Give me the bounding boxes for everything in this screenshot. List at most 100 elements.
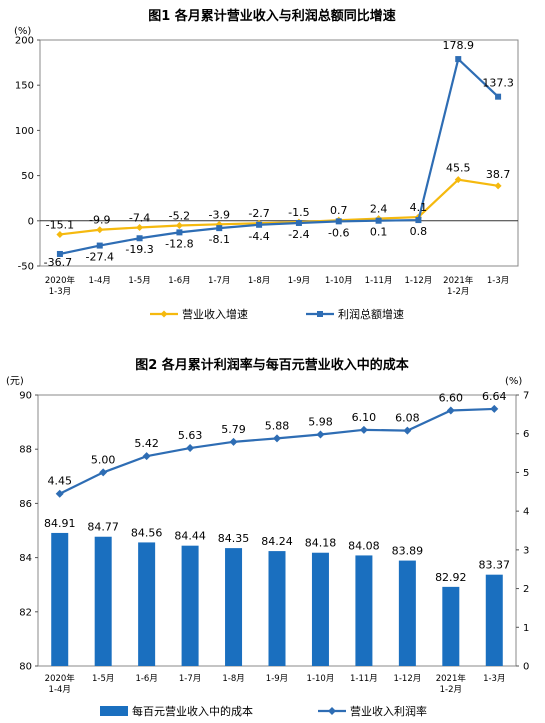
chart-2-cost-data-label: 84.91 (44, 517, 76, 530)
chart-2-cost-data-label: 84.56 (131, 526, 163, 539)
chart-1-revenue-data-label: -9.9 (89, 214, 110, 227)
chart-2-x-tick-label: 2021年 1-2月 (436, 673, 467, 695)
chart-2-cost-data-label: 84.44 (174, 530, 206, 543)
chart-2-margin-data-label: 5.42 (134, 437, 159, 450)
chart-1-x-tick-label: 1-11月 (365, 276, 393, 286)
chart-2-cost-bar (225, 548, 243, 666)
chart-2-cost-bar (51, 532, 69, 666)
chart-2-margin-point (403, 426, 412, 435)
chart-2-margin-point (273, 434, 281, 443)
chart-1-y-tick-label: 50 (21, 171, 34, 182)
chart-1-profit-data-label: -4.4 (248, 230, 269, 243)
chart-1-profit-point (335, 218, 342, 225)
chart-2-margin-point (316, 430, 325, 439)
chart-2-margin-data-label: 5.98 (308, 415, 333, 428)
chart-1-profit-data-label: 178.9 (443, 39, 475, 52)
chart-2-margin-data-label: 5.79 (221, 423, 246, 436)
chart-1-profit-point (256, 221, 263, 228)
chart-1-revenue-data-label: -5.2 (169, 210, 190, 223)
chart-2-margin-point (142, 452, 151, 461)
chart-2-margin-point (229, 437, 238, 446)
chart-1-x-tick-label: 1-4月 (89, 276, 111, 286)
chart-2-cost-data-label: 82.92 (435, 571, 467, 584)
chart-1-profit-data-label: 0.8 (410, 225, 428, 238)
chart-1-profit-data-label: 0.1 (370, 226, 388, 239)
chart-2-y-left-tick-label: 80 (19, 662, 32, 673)
chart-1-revenue-profit-growth: 图1 各月累计营业收入与利润总额同比增速 (%) -50 0 50 100 150 200 20… (14, 8, 519, 321)
chart-1-x-tick-label: 1-7月 (208, 276, 230, 286)
chart-1-revenue-point (454, 176, 462, 184)
chart-2-margin-data-label: 6.08 (395, 412, 420, 425)
chart-1-x-tick-label: 2021年 1-2月 (443, 275, 474, 297)
chart-2-margin-point (55, 489, 64, 498)
chart-2-y-left-tick-label: 84 (19, 553, 32, 564)
chart-1-legend-profit-marker (317, 311, 323, 317)
chart-1-revenue-data-label: 4.1 (410, 201, 428, 214)
chart-2-x-tick-label: 1-11月 (350, 674, 378, 684)
chart-2-y-right-tick-label: 0 (523, 662, 529, 673)
chart-2-cost-bar (311, 552, 329, 666)
chart-1-profit-data-label: -27.4 (86, 251, 114, 264)
chart-1-profit-data-label: -8.1 (209, 233, 230, 246)
chart-2-legend-cost-label: 每百元营业收入中的成本 (132, 704, 253, 718)
chart-1-profit-point (216, 225, 223, 232)
chart-2-margin-data-label: 6.10 (352, 411, 377, 424)
chart-1-revenue-data-label: -3.9 (209, 208, 230, 221)
chart-1-y-tick-label: -50 (18, 262, 34, 273)
chart-2-x-tick-label: 1-8月 (222, 674, 244, 684)
chart-1-revenue-point (96, 226, 104, 234)
chart-2-x-tick-label: 1-5月 (92, 674, 114, 684)
chart-1-profit-point (295, 219, 302, 226)
chart-2-y-right-unit: (%) (505, 376, 522, 387)
chart-2-cost-data-label: 84.18 (305, 537, 337, 550)
chart-1-series-line-revenue (59, 178, 499, 236)
chart-1-legend-profit-label: 利润总额增速 (338, 307, 404, 321)
chart-2-x-tick-label: 1-7月 (179, 674, 201, 684)
chart-1-revenue-point (56, 230, 64, 238)
chart-1-title: 图1 各月累计营业收入与利润总额同比增速 (148, 8, 396, 24)
chart-1-legend-revenue-marker (160, 310, 168, 318)
chart-1-revenue-data-label: -1.5 (288, 206, 309, 219)
chart-1-revenue-data-label: -15.1 (46, 218, 74, 231)
chart-2-y-right-tick-label: 1 (523, 623, 529, 634)
chart-2-cost-data-label: 84.24 (261, 535, 293, 548)
chart-1-profit-point (136, 235, 143, 242)
chart-2-y-right-tick-label: 5 (523, 468, 529, 479)
chart-2-margin-data-label: 6.64 (482, 390, 507, 403)
chart-2-y-right-tick-label: 3 (523, 545, 529, 556)
chart-1-profit-point (176, 229, 183, 236)
chart-1-revenue-data-label: 38.7 (486, 168, 511, 181)
chart-1-profit-data-label: 137.3 (482, 77, 514, 90)
chart-2-cost-bar (268, 551, 286, 666)
chart-2-x-tick-label: 2020年 1-4月 (45, 673, 76, 695)
chart-1-revenue-point (175, 222, 183, 230)
chart-2-cost-bar (94, 536, 112, 666)
chart-2-margin-point (446, 406, 455, 415)
chart-1-legend-revenue-label: 营业收入增速 (182, 307, 248, 321)
chart-2-margin-data-label: 5.88 (265, 419, 290, 432)
chart-2-cost-bar (442, 586, 460, 666)
chart-1-plot-frame (39, 39, 519, 267)
chart-1-series-line-profit (59, 56, 499, 256)
chart-2-title: 图2 各月累计利润率与每百元营业收入中的成本 (135, 357, 409, 373)
chart-2-y-left-tick-label: 88 (19, 445, 32, 456)
chart-2-margin-point (490, 404, 499, 413)
chart-2-y-right-tick-label: 4 (523, 507, 529, 518)
chart-2-x-tick-label: 1-10月 (307, 674, 335, 684)
chart-1-profit-point (375, 217, 382, 224)
chart-2-margin-point (186, 444, 195, 453)
chart-2-x-tick-label: 1-3月 (483, 674, 505, 684)
chart-2-legend-margin-label: 营业收入利润率 (350, 704, 427, 718)
chart-2-cost-bar (355, 555, 373, 666)
chart-1-revenue-data-label: -7.4 (129, 211, 150, 224)
chart-2-y-left-tick-label: 82 (19, 607, 32, 618)
chart-2-legend-margin-marker (328, 707, 336, 715)
chart-1-profit-data-label: -2.4 (288, 228, 309, 241)
chart-1-profit-point (96, 242, 103, 249)
chart-2-x-tick-label: 1-6月 (135, 674, 157, 684)
chart-2-margin-data-label: 4.45 (47, 475, 72, 488)
chart-2-y-right-tick-label: 6 (523, 429, 529, 440)
chart-2-y-left-tick-label: 90 (19, 391, 32, 402)
chart-2-margin-point (359, 425, 368, 434)
